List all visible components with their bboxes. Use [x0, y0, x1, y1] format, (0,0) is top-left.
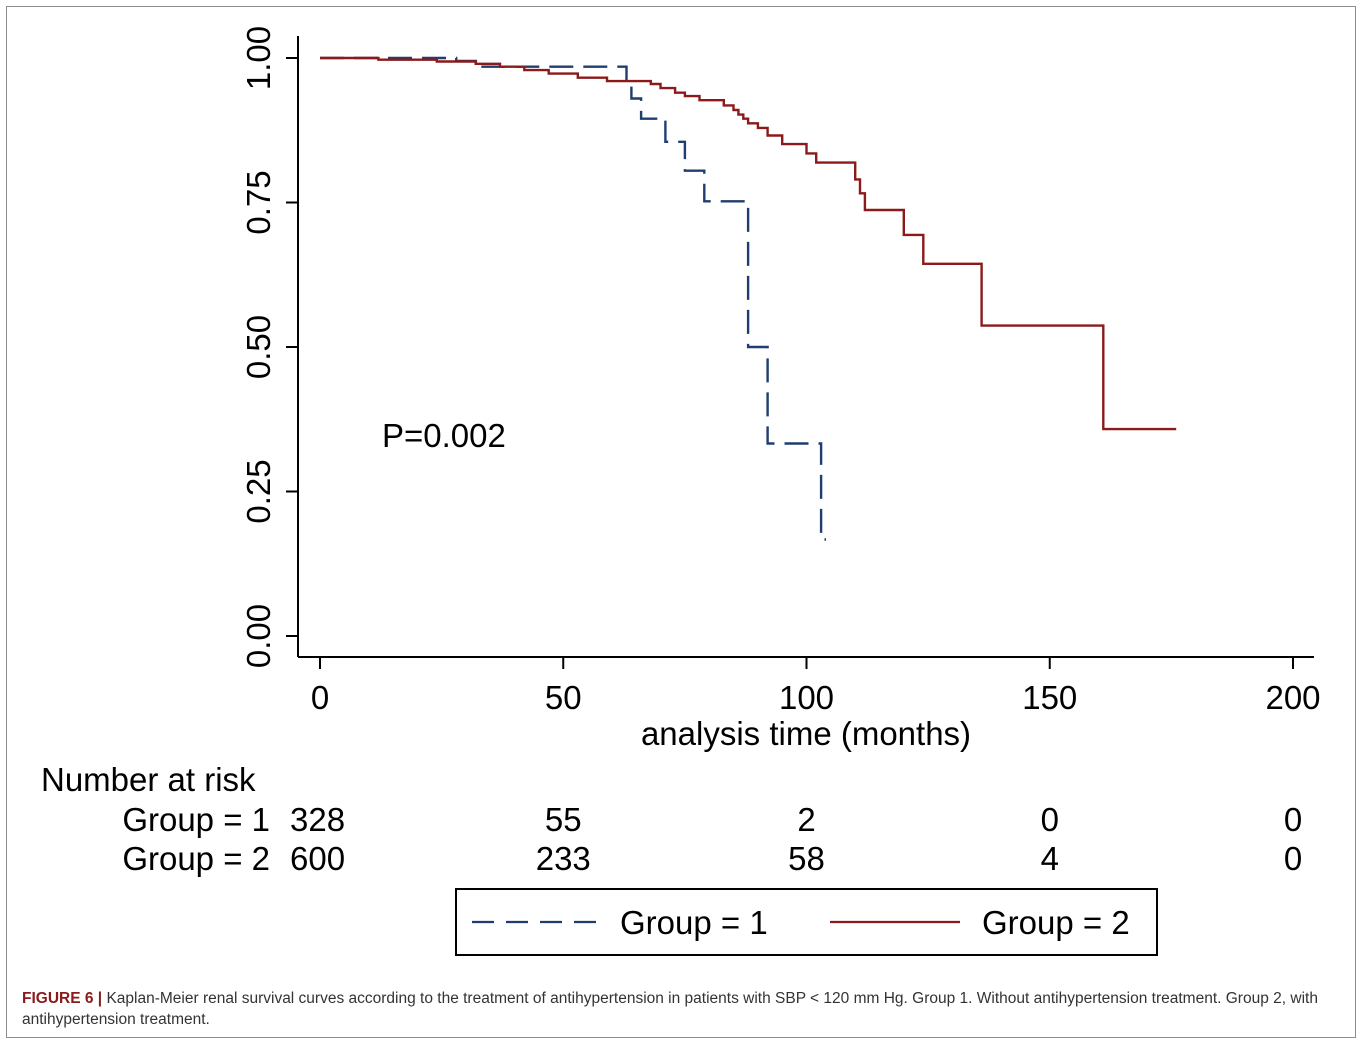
risk-table-title: Number at risk	[41, 761, 256, 798]
legend-label-group1: Group = 1	[620, 904, 768, 941]
x-axis-ticks: 0 50 100 150 200	[311, 657, 1321, 716]
x-tick-label: 200	[1265, 679, 1320, 716]
risk-count: 0	[1041, 801, 1059, 838]
survival-curve-group2	[320, 56, 1177, 431]
x-axis-label: analysis time (months)	[641, 715, 971, 752]
risk-count: 233	[536, 840, 591, 877]
axes	[297, 36, 1314, 658]
figure-frame	[6, 6, 1356, 1038]
risk-count: 0	[1284, 801, 1302, 838]
risk-table: Number at risk Group = 1 Group = 2 328 55…	[41, 761, 1302, 877]
y-tick-label: 0.00	[240, 604, 277, 668]
legend-box	[455, 888, 1158, 956]
x-tick-label: 0	[311, 679, 329, 716]
p-value-annotation: P=0.002	[382, 417, 506, 454]
legend: Group = 1 Group = 2	[455, 888, 1158, 956]
x-tick-label: 50	[545, 679, 582, 716]
survival-curve-group1	[320, 56, 826, 541]
risk-count: 2	[797, 801, 815, 838]
figure-caption: FIGURE 6 | Kaplan-Meier renal survival c…	[22, 988, 1342, 1030]
y-axis-ticks: 0.00 0.25 0.50 0.75 1.00	[240, 26, 298, 668]
risk-count: 55	[545, 801, 582, 838]
x-tick-label: 150	[1022, 679, 1077, 716]
risk-count: 58	[788, 840, 825, 877]
risk-count: 600	[290, 840, 345, 877]
risk-count: 0	[1284, 840, 1302, 877]
y-tick-label: 0.25	[240, 459, 277, 523]
risk-row-label: Group = 1	[122, 801, 270, 838]
legend-label-group2: Group = 2	[982, 904, 1130, 941]
y-tick-label: 0.75	[240, 170, 277, 234]
y-tick-label: 0.50	[240, 315, 277, 379]
caption-label: FIGURE 6 |	[22, 990, 103, 1007]
series-layer	[320, 56, 1177, 541]
risk-count: 4	[1041, 840, 1059, 877]
y-tick-label: 1.00	[240, 26, 277, 90]
kaplan-meier-chart: 0.000.250.500.751.00 0 50 100 150 200 analys…	[41, 26, 1321, 956]
caption-text: Kaplan-Meier renal survival curves accor…	[22, 990, 1318, 1028]
risk-count: 328	[290, 801, 345, 838]
x-tick-label: 100	[779, 679, 834, 716]
risk-row-label: Group = 2	[122, 840, 270, 877]
